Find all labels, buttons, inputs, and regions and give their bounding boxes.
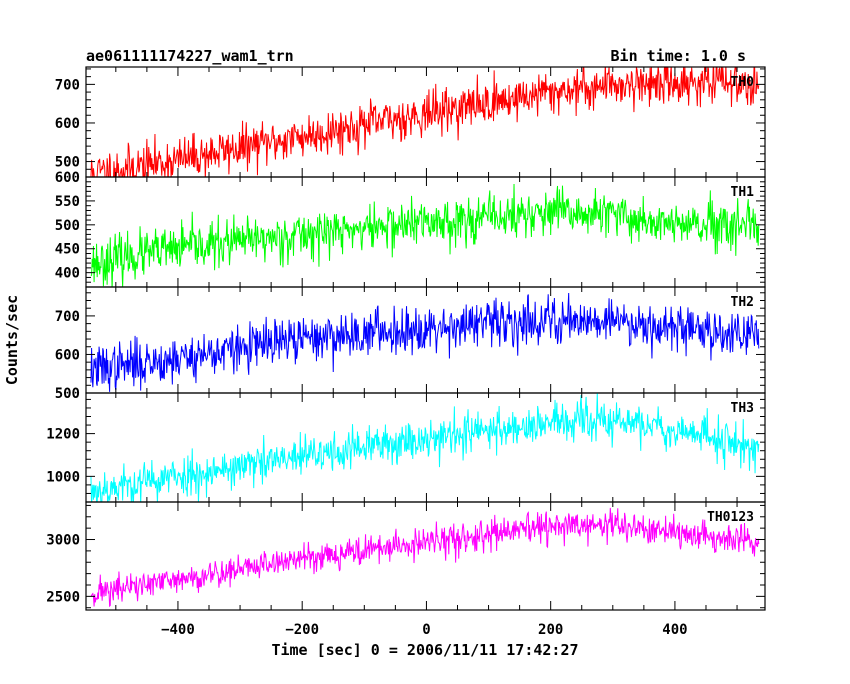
- series-line-th3: [90, 393, 760, 502]
- panel-label: TH0: [731, 75, 755, 90]
- series-line-th1: [90, 184, 760, 287]
- panel-th0123: 2500 3000 TH0123: [46, 501, 766, 611]
- bin-time-label: Bin time: 1.0 s: [611, 47, 746, 65]
- x-tick-label: 200: [538, 622, 563, 638]
- panel-frame: [85, 501, 766, 611]
- panel-th1: 400 450 500 550 600 TH1: [55, 170, 766, 288]
- panel-label: TH1: [731, 185, 755, 200]
- y-tick-label: 1000: [46, 469, 80, 485]
- y-tick-label: 700: [55, 309, 80, 325]
- x-tick-label: 0: [422, 622, 430, 638]
- panel-label: TH3: [731, 401, 754, 416]
- y-tick-label: 3000: [46, 533, 80, 549]
- y-tick-label: 500: [55, 386, 80, 402]
- y-tick-label: 600: [55, 116, 80, 132]
- y-tick-label: 2500: [46, 589, 80, 605]
- plot-title: ae061111174227_wam1_trn: [86, 47, 294, 65]
- x-tick-label: 400: [662, 622, 687, 638]
- y-tick-label: 500: [55, 155, 80, 171]
- y-tick-label: 550: [55, 194, 80, 210]
- panel-th2: 600 700 TH2: [55, 286, 766, 394]
- y-tick-label: 400: [55, 266, 80, 282]
- y-tick-label: 450: [55, 242, 80, 258]
- panel-th3: 1000 1200 500 TH3: [46, 386, 766, 503]
- x-tick-label: −200: [285, 622, 319, 638]
- y-tick-label: 600: [55, 347, 80, 363]
- x-tick-label: −400: [161, 622, 195, 638]
- panel-frame: [85, 176, 766, 288]
- y-axis-label: Counts/sec: [3, 295, 21, 385]
- x-axis-label: Time [sec] 0 = 2006/11/11 17:42:27: [271, 641, 578, 659]
- y-tick-label: 700: [55, 77, 80, 93]
- panel-frame: [85, 286, 766, 394]
- y-tick-label: 500: [55, 218, 80, 234]
- series-line-th2: [90, 292, 760, 392]
- panel-label: TH0123: [707, 510, 754, 525]
- y-tick-label: 1200: [46, 427, 80, 443]
- panel-th0: 500 600 700 TH0: [55, 66, 766, 178]
- series-line-th0: [90, 67, 760, 177]
- panel-label: TH2: [731, 295, 754, 310]
- y-tick-label: 600: [55, 170, 80, 186]
- series-line-th0123: [90, 507, 760, 608]
